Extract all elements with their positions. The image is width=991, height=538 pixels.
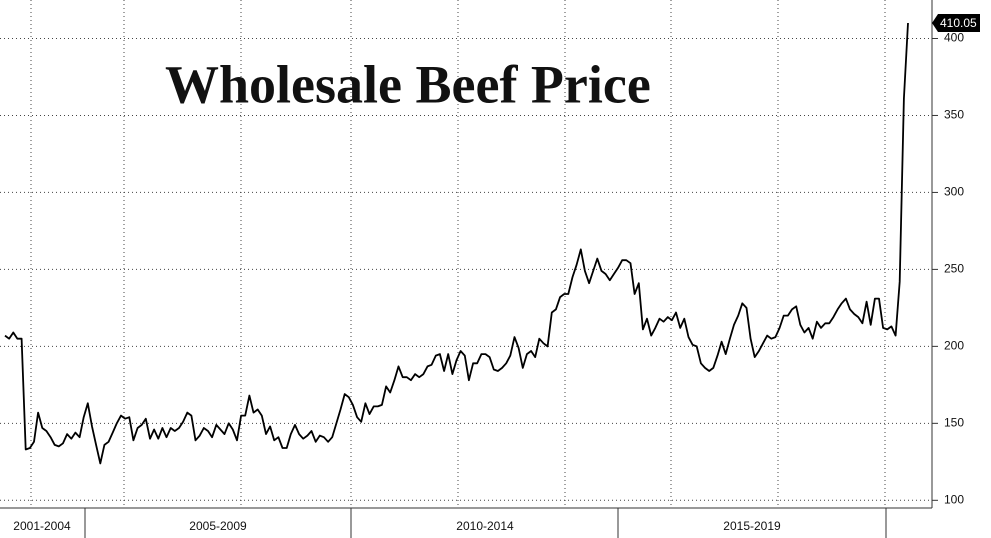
y-tick-label: 400 [944,31,964,45]
vertical-grid [30,0,886,508]
last-value-label: 410.05 [940,16,977,30]
last-value-box [932,14,980,33]
price-line [4,22,909,465]
y-tick-label: 150 [944,416,964,430]
y-tick-label: 100 [944,492,964,506]
y-tick-label: 300 [944,185,964,199]
y-tick-label: 350 [944,108,964,122]
x-period-label: 2010-2014 [456,519,514,533]
y-tick-label: 250 [944,262,964,276]
y-tick-label: 200 [944,339,964,353]
x-period-label: 2015-2019 [723,519,781,533]
chart-title: Wholesale Beef Price [165,54,651,114]
x-period-label: 2005-2009 [189,519,247,533]
x-period-label: 2001-2004 [13,519,71,533]
